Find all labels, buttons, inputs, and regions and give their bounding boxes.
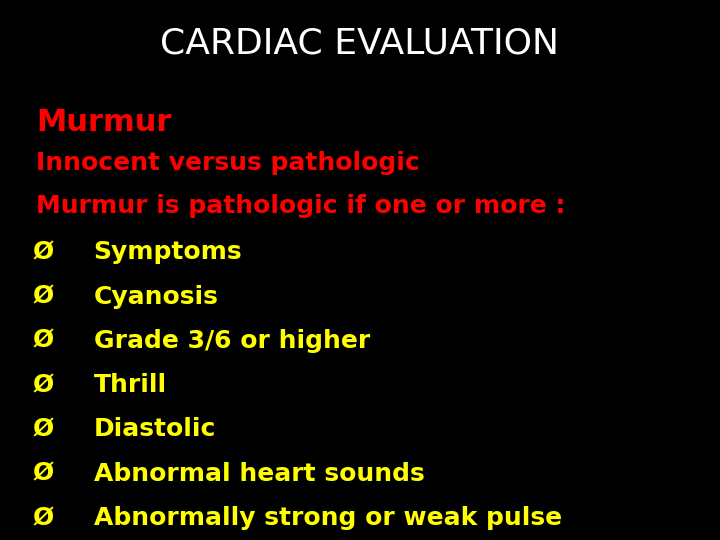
Text: Abnormal heart sounds: Abnormal heart sounds: [94, 462, 424, 485]
Text: Ø: Ø: [32, 285, 54, 308]
Text: Grade 3/6 or higher: Grade 3/6 or higher: [94, 329, 370, 353]
Text: Ø: Ø: [32, 240, 54, 264]
Text: Murmur: Murmur: [36, 108, 171, 137]
Text: Symptoms: Symptoms: [94, 240, 242, 264]
Text: Ø: Ø: [32, 373, 54, 397]
Text: Thrill: Thrill: [94, 373, 167, 397]
Text: Cyanosis: Cyanosis: [94, 285, 218, 308]
Text: Innocent versus pathologic: Innocent versus pathologic: [36, 151, 420, 175]
Text: Ø: Ø: [32, 462, 54, 485]
Text: Ø: Ø: [32, 417, 54, 441]
Text: Abnormally strong or weak pulse: Abnormally strong or weak pulse: [94, 506, 562, 530]
Text: Ø: Ø: [32, 329, 54, 353]
Text: Diastolic: Diastolic: [94, 417, 216, 441]
Text: Ø: Ø: [32, 506, 54, 530]
Text: CARDIAC EVALUATION: CARDIAC EVALUATION: [161, 27, 559, 61]
Text: Murmur is pathologic if one or more :: Murmur is pathologic if one or more :: [36, 194, 565, 218]
